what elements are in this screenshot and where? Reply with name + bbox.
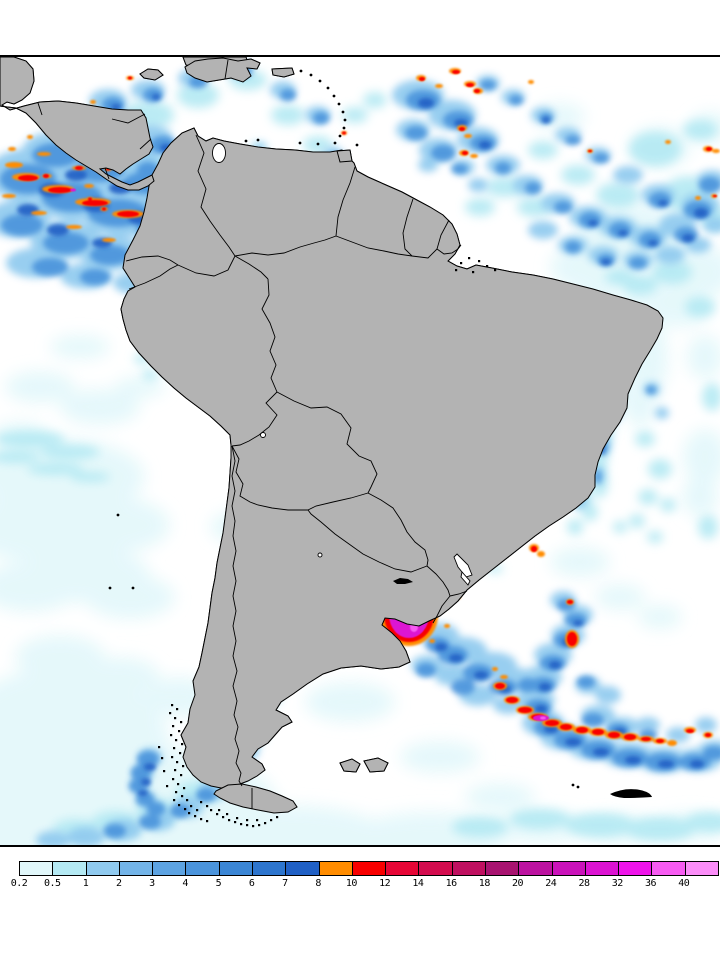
colorbar-label: 5 [215, 878, 222, 889]
colorbar-segment [352, 862, 387, 875]
colorbar-segment [219, 862, 253, 875]
colorbar-label: 0.5 [43, 878, 61, 889]
rio-de-la-plata-delta [393, 578, 413, 584]
colorbar-label: 32 [611, 878, 624, 889]
colorbar-segment [386, 862, 420, 875]
colorbar-label: 18 [478, 878, 491, 889]
lake-maracaibo [212, 143, 226, 163]
south-georgia-island [610, 789, 652, 798]
colorbar-label: 3 [149, 878, 155, 889]
map-frame [0, 55, 720, 847]
fjord-islets [158, 257, 497, 828]
colorbar-label: 0.2 [10, 878, 28, 889]
lesser-antilles-islands [108, 69, 580, 789]
colorbar-label: 40 [678, 878, 690, 889]
colorbar-segment [53, 862, 87, 875]
colorbar-segment [552, 862, 586, 875]
lake-titicaca [260, 432, 266, 438]
colorbar [19, 861, 719, 876]
colorbar-label: 36 [644, 878, 657, 889]
colorbar-segment [20, 862, 54, 875]
coastlines-and-borders [0, 57, 664, 828]
colorbar-segment [86, 862, 120, 875]
colorbar-label: 12 [379, 878, 391, 889]
colorbar-label: 20 [512, 878, 524, 889]
lake-mar-chiquita [317, 552, 323, 558]
colorbar-segment [119, 862, 154, 875]
colorbar-label: 24 [545, 878, 557, 889]
colorbar-segment [519, 862, 553, 875]
country-borders [37, 59, 468, 809]
colorbar-label: 6 [248, 878, 255, 889]
colorbar-segment [252, 862, 287, 875]
colorbar-label: 8 [315, 878, 321, 889]
colorbar-segment [585, 862, 620, 875]
lagoa-mirim [460, 571, 471, 586]
colorbar-segment [685, 862, 718, 875]
colorbar-label: 14 [412, 878, 424, 889]
colorbar-label: 2 [115, 878, 122, 889]
colorbar-label: 1 [82, 878, 89, 889]
colorbar-label: 7 [282, 878, 288, 889]
colorbar-legend: 0.2 0.5 1 2 3 4 5 6 7 8 10 12 14 16 18 20 24 28 32 36 40 [0, 861, 720, 897]
colorbar-segment [619, 862, 653, 875]
colorbar-segment [485, 862, 520, 875]
map-svg [0, 57, 720, 845]
colorbar-segment [319, 862, 353, 875]
colorbar-label: 28 [578, 878, 591, 889]
colorbar-segment [652, 862, 686, 875]
colorbar-labels: 0.2 0.5 1 2 3 4 5 6 7 8 10 12 14 16 18 20 24 28 32 36 40 [11, 878, 717, 892]
colorbar-segment [286, 862, 320, 875]
colorbar-segment [419, 862, 453, 875]
colorbar-segment [186, 862, 220, 875]
colorbar-segment [153, 862, 187, 875]
colorbar-label: 16 [445, 878, 458, 889]
colorbar-segment [452, 862, 486, 875]
colorbar-label: 10 [345, 878, 358, 889]
colorbar-label: 4 [182, 878, 188, 889]
